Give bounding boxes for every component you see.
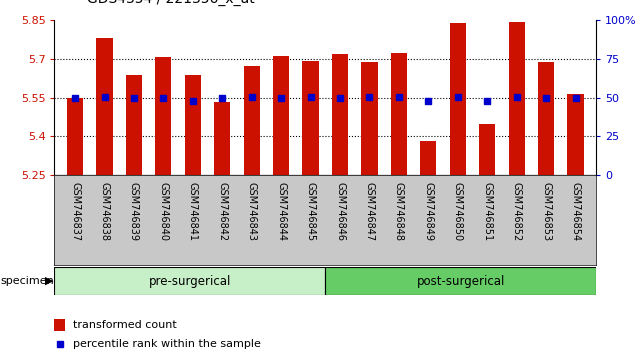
Bar	[185, 75, 201, 175]
Text: ▶: ▶	[45, 276, 53, 286]
Text: GSM746844: GSM746844	[276, 182, 286, 241]
Bar	[54, 319, 65, 331]
Text: GSM746843: GSM746843	[247, 182, 256, 241]
Bar	[214, 102, 230, 175]
Text: pre-surgerical: pre-surgerical	[149, 274, 231, 287]
Text: GSM746845: GSM746845	[306, 182, 315, 241]
Bar	[273, 56, 289, 175]
Bar	[391, 53, 407, 175]
Bar	[420, 141, 437, 175]
Text: GSM746853: GSM746853	[541, 182, 551, 241]
Bar	[155, 57, 172, 175]
Bar	[244, 66, 260, 175]
Text: GSM746839: GSM746839	[129, 182, 139, 241]
Text: GSM746842: GSM746842	[217, 182, 228, 241]
Text: GSM746847: GSM746847	[365, 182, 374, 241]
Bar	[538, 62, 554, 175]
Bar	[479, 124, 495, 175]
Text: GSM746838: GSM746838	[99, 182, 110, 241]
Text: GSM746846: GSM746846	[335, 182, 345, 241]
Text: percentile rank within the sample: percentile rank within the sample	[74, 339, 262, 349]
Bar	[332, 53, 348, 175]
Text: GDS4354 / 221356_x_at: GDS4354 / 221356_x_at	[87, 0, 254, 6]
Bar	[362, 62, 378, 175]
Bar	[508, 22, 525, 175]
Text: GSM746851: GSM746851	[482, 182, 492, 241]
Text: GSM746837: GSM746837	[70, 182, 80, 241]
Text: transformed count: transformed count	[74, 320, 177, 330]
Text: specimen: specimen	[1, 276, 54, 286]
Text: GSM746850: GSM746850	[453, 182, 463, 241]
Text: GSM746852: GSM746852	[512, 182, 522, 241]
Text: GSM746854: GSM746854	[570, 182, 581, 241]
Text: post-surgerical: post-surgerical	[417, 274, 505, 287]
Bar	[54, 267, 326, 295]
Bar	[126, 75, 142, 175]
Text: GSM746840: GSM746840	[158, 182, 169, 241]
Bar	[96, 38, 113, 175]
Text: GSM746849: GSM746849	[423, 182, 433, 241]
Text: GSM746841: GSM746841	[188, 182, 198, 241]
Bar	[326, 267, 596, 295]
Text: GSM746848: GSM746848	[394, 182, 404, 241]
Bar	[450, 23, 466, 175]
Bar	[67, 98, 83, 175]
Bar	[303, 61, 319, 175]
Bar	[567, 94, 583, 175]
